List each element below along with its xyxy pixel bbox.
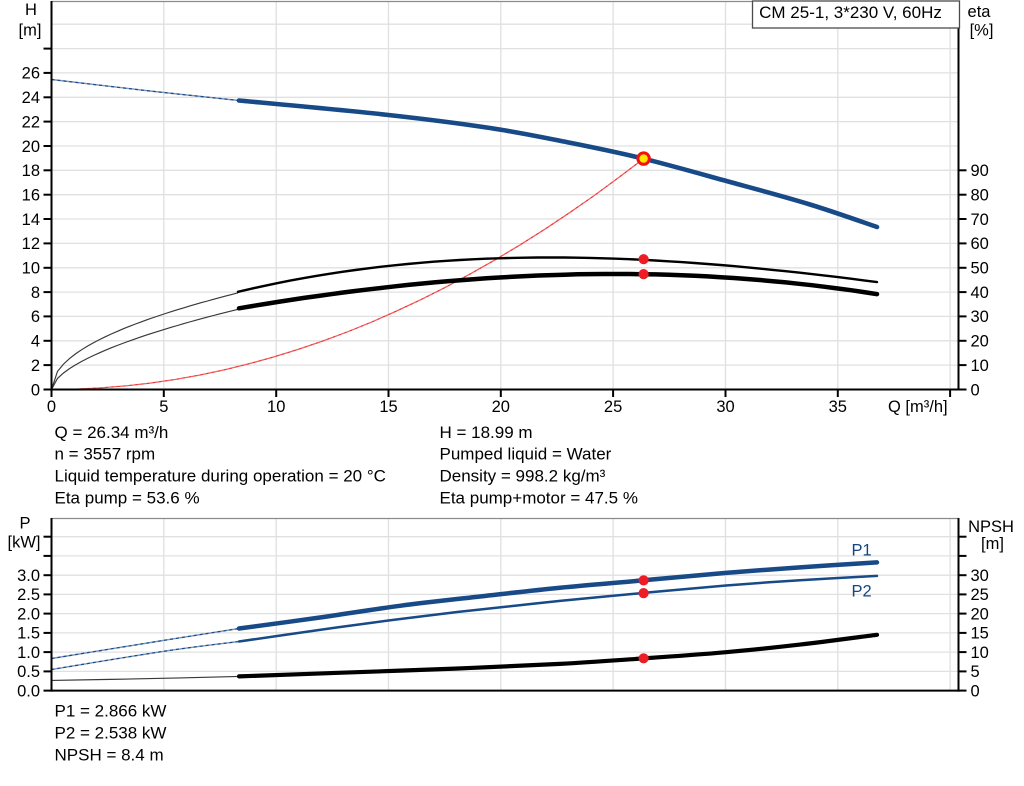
- svg-text:P1: P1: [852, 541, 872, 559]
- svg-text:20: 20: [22, 138, 40, 156]
- svg-text:eta: eta: [968, 3, 992, 21]
- svg-text:50: 50: [971, 260, 989, 278]
- svg-text:6: 6: [31, 308, 40, 326]
- svg-text:0.5: 0.5: [17, 663, 40, 681]
- svg-text:60: 60: [971, 235, 989, 253]
- svg-text:1.0: 1.0: [17, 644, 40, 662]
- svg-text:2: 2: [31, 357, 40, 375]
- svg-text:5: 5: [971, 663, 980, 681]
- svg-text:10: 10: [971, 644, 989, 662]
- svg-text:30: 30: [971, 567, 989, 585]
- svg-text:CM 25-1, 3*230 V, 60Hz: CM 25-1, 3*230 V, 60Hz: [759, 3, 942, 22]
- svg-text:[kW]: [kW]: [8, 534, 41, 552]
- svg-text:2.0: 2.0: [17, 605, 40, 623]
- svg-text:8: 8: [31, 284, 40, 302]
- svg-text:16: 16: [22, 187, 40, 205]
- svg-text:10: 10: [971, 357, 989, 375]
- svg-text:40: 40: [971, 284, 989, 302]
- svg-text:H: H: [25, 1, 37, 19]
- svg-text:NPSH: NPSH: [968, 518, 1014, 536]
- svg-text:3.0: 3.0: [17, 567, 40, 585]
- svg-text:[m]: [m]: [981, 535, 1004, 553]
- svg-text:20: 20: [971, 605, 989, 623]
- svg-text:25: 25: [971, 586, 989, 604]
- svg-text:5: 5: [159, 398, 168, 416]
- svg-text:0.0: 0.0: [17, 682, 40, 700]
- svg-text:0: 0: [31, 381, 40, 399]
- svg-text:30: 30: [716, 398, 734, 416]
- svg-text:18: 18: [22, 162, 40, 180]
- svg-text:22: 22: [22, 113, 40, 131]
- svg-text:Q [m³/h]: Q [m³/h]: [888, 398, 948, 416]
- svg-text:P2: P2: [852, 582, 872, 600]
- svg-text:NPSH = 8.4 m: NPSH = 8.4 m: [55, 745, 164, 764]
- svg-text:H = 18.99 m: H = 18.99 m: [440, 423, 533, 442]
- svg-text:10: 10: [22, 260, 40, 278]
- svg-text:Eta pump = 53.6 %: Eta pump = 53.6 %: [55, 489, 200, 508]
- svg-text:4: 4: [31, 333, 40, 351]
- svg-text:10: 10: [267, 398, 285, 416]
- svg-text:26: 26: [22, 65, 40, 83]
- svg-text:35: 35: [829, 398, 847, 416]
- svg-text:70: 70: [971, 211, 989, 229]
- svg-text:20: 20: [492, 398, 510, 416]
- svg-text:P: P: [19, 515, 30, 533]
- svg-text:15: 15: [379, 398, 397, 416]
- svg-text:0: 0: [971, 682, 980, 700]
- svg-text:80: 80: [971, 187, 989, 205]
- svg-text:1.5: 1.5: [17, 625, 40, 643]
- svg-text:24: 24: [22, 89, 40, 107]
- svg-text:12: 12: [22, 235, 40, 253]
- svg-text:0: 0: [971, 381, 980, 399]
- svg-text:Pumped liquid = Water: Pumped liquid = Water: [440, 445, 612, 464]
- svg-text:P2 = 2.538 kW: P2 = 2.538 kW: [55, 723, 167, 742]
- svg-text:14: 14: [22, 211, 40, 229]
- svg-text:Density = 998.2 kg/m³: Density = 998.2 kg/m³: [440, 467, 606, 486]
- svg-text:2.5: 2.5: [17, 586, 40, 604]
- svg-text:[m]: [m]: [19, 22, 42, 40]
- svg-text:Liquid temperature during oper: Liquid temperature during operation = 20…: [55, 467, 386, 486]
- svg-text:90: 90: [971, 162, 989, 180]
- svg-text:25: 25: [604, 398, 622, 416]
- svg-text:Eta pump+motor = 47.5 %: Eta pump+motor = 47.5 %: [440, 489, 638, 508]
- svg-text:Q = 26.34 m³/h: Q = 26.34 m³/h: [55, 423, 169, 442]
- svg-text:20: 20: [971, 333, 989, 351]
- svg-text:30: 30: [971, 308, 989, 326]
- svg-text:0: 0: [47, 398, 56, 416]
- svg-text:P1 = 2.866 kW: P1 = 2.866 kW: [55, 702, 167, 721]
- svg-text:n = 3557 rpm: n = 3557 rpm: [55, 445, 156, 464]
- svg-text:15: 15: [971, 625, 989, 643]
- svg-text:[%]: [%]: [970, 22, 994, 40]
